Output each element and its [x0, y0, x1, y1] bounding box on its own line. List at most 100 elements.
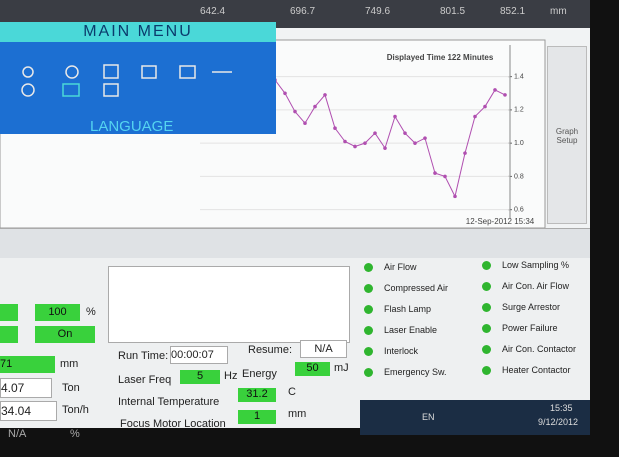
- status-light: [364, 347, 373, 356]
- data-point: [463, 151, 467, 155]
- chart-title: Displayed Time 122 Minutes: [387, 53, 494, 62]
- data-point: [423, 136, 427, 140]
- data-point: [413, 141, 417, 145]
- value: 50: [295, 362, 330, 376]
- y-tick-label: 1.4: [514, 73, 524, 80]
- label: Internal Temperature: [118, 396, 220, 408]
- data-point: [293, 109, 297, 114]
- data-point: [333, 126, 337, 130]
- data-point: [353, 144, 357, 149]
- status-label: Interlock: [384, 346, 419, 356]
- reading: 642.4: [200, 6, 226, 17]
- field: On: [35, 326, 95, 343]
- status-label: Power Failure: [502, 323, 558, 333]
- y-tick-label: 0.6: [514, 207, 524, 214]
- unit: Ton: [62, 382, 80, 394]
- status-light: [482, 261, 491, 270]
- graph-setup-button[interactable]: Graph Setup: [547, 46, 587, 224]
- language: EN: [422, 412, 435, 422]
- status-light: [482, 324, 491, 333]
- status-light: [364, 284, 373, 293]
- data-point: [393, 114, 397, 119]
- data-point: [493, 88, 497, 92]
- status-label: Low Sampling %: [502, 260, 570, 270]
- unit: mm: [550, 6, 567, 17]
- data-point: [453, 194, 457, 199]
- status-light: [364, 263, 373, 272]
- unit: mm: [60, 358, 79, 370]
- label: Energy: [242, 368, 277, 380]
- field: [0, 304, 18, 321]
- data-point: [443, 174, 447, 179]
- status-light: [482, 303, 491, 312]
- data-point: [283, 91, 287, 96]
- y-tick-label: 1.2: [514, 107, 524, 114]
- data-point: [343, 139, 347, 144]
- status-light: [364, 326, 373, 335]
- status-label: Flash Lamp: [384, 304, 432, 314]
- label: Focus Motor Location: [120, 418, 226, 430]
- main-menu: MAIN MENU LANGUAGE: [0, 22, 276, 135]
- data-point: [303, 121, 307, 125]
- field: 4.07: [0, 378, 52, 398]
- menu-title: MAIN MENU: [0, 22, 276, 42]
- unit: Ton/h: [62, 404, 89, 416]
- field: 34.04: [0, 401, 57, 421]
- status-label: Air Con. Contactor: [502, 344, 577, 354]
- clock-time: 15:35: [550, 403, 573, 413]
- menu-language[interactable]: LANGUAGE: [90, 118, 174, 135]
- reading: 852.1: [500, 6, 526, 17]
- status-label: Air Flow: [384, 262, 417, 272]
- data-point: [473, 114, 477, 119]
- taskbar: EN 15:35 9/12/2012: [360, 400, 590, 435]
- data-point: [373, 131, 377, 135]
- reading: 696.7: [290, 6, 316, 17]
- data-point: [433, 171, 437, 175]
- y-tick-label: 1.0: [514, 140, 524, 147]
- clock-date: 9/12/2012: [538, 417, 579, 427]
- status-light: [482, 366, 491, 375]
- data-point: [363, 141, 367, 145]
- date-strip: [0, 228, 590, 259]
- status-light: [482, 282, 491, 291]
- y-tick-label: 0.8: [514, 173, 524, 180]
- status-light: [482, 345, 491, 354]
- value: 5: [180, 370, 220, 384]
- data-point: [313, 104, 317, 109]
- field: N/A: [8, 428, 27, 440]
- field: 71: [0, 356, 55, 373]
- value: 00:00:07: [170, 346, 228, 364]
- data-line: [254, 72, 506, 198]
- status-label: Air Con. Air Flow: [502, 281, 570, 291]
- label: Resume:: [248, 344, 293, 356]
- value: N/A: [300, 340, 347, 358]
- value: 1: [238, 410, 276, 424]
- status-light: [364, 368, 373, 377]
- reading: 801.5: [440, 6, 466, 17]
- label: Run Time:: [118, 350, 169, 362]
- status-label: Emergency Sw.: [384, 367, 447, 377]
- data-point: [403, 131, 407, 135]
- bottom-panel: 100 % On 71 mm 4.07 Ton 34.04 Ton/h N/A …: [0, 258, 590, 440]
- value: 31.2: [238, 388, 276, 402]
- data-point: [503, 93, 507, 97]
- unit: mJ: [334, 362, 349, 374]
- field: 100: [35, 304, 80, 321]
- status-label: Compressed Air: [384, 283, 449, 293]
- message-box: [108, 266, 350, 343]
- x-label: 12-Sep-2012 15:34: [466, 217, 535, 226]
- status-label: Surge Arrestor: [502, 302, 561, 312]
- unit: %: [86, 306, 96, 318]
- reading: 749.6: [365, 6, 391, 17]
- unit: %: [70, 428, 80, 440]
- status-light: [364, 305, 373, 314]
- data-point: [483, 104, 487, 109]
- unit: Hz: [224, 370, 238, 382]
- field: [0, 326, 18, 343]
- label: Laser Freq: [118, 374, 172, 386]
- status-label: Heater Contactor: [502, 365, 571, 375]
- data-point: [383, 146, 387, 150]
- menu-icons: [21, 64, 232, 97]
- unit: C: [288, 386, 296, 398]
